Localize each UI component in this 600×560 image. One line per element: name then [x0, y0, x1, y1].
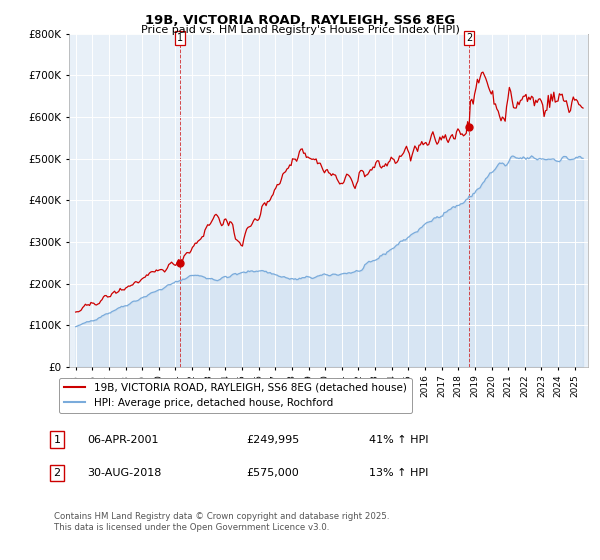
Text: 1: 1 — [53, 435, 61, 445]
Text: £575,000: £575,000 — [246, 468, 299, 478]
Text: 41% ↑ HPI: 41% ↑ HPI — [369, 435, 428, 445]
Text: 2: 2 — [53, 468, 61, 478]
Text: £249,995: £249,995 — [246, 435, 299, 445]
Text: 2: 2 — [466, 33, 472, 43]
Text: 13% ↑ HPI: 13% ↑ HPI — [369, 468, 428, 478]
Text: 30-AUG-2018: 30-AUG-2018 — [87, 468, 161, 478]
Text: 1: 1 — [177, 33, 183, 43]
Text: 19B, VICTORIA ROAD, RAYLEIGH, SS6 8EG: 19B, VICTORIA ROAD, RAYLEIGH, SS6 8EG — [145, 14, 455, 27]
Text: Price paid vs. HM Land Registry's House Price Index (HPI): Price paid vs. HM Land Registry's House … — [140, 25, 460, 35]
Legend: 19B, VICTORIA ROAD, RAYLEIGH, SS6 8EG (detached house), HPI: Average price, deta: 19B, VICTORIA ROAD, RAYLEIGH, SS6 8EG (d… — [59, 377, 412, 413]
Text: 06-APR-2001: 06-APR-2001 — [87, 435, 158, 445]
Text: Contains HM Land Registry data © Crown copyright and database right 2025.
This d: Contains HM Land Registry data © Crown c… — [54, 512, 389, 532]
